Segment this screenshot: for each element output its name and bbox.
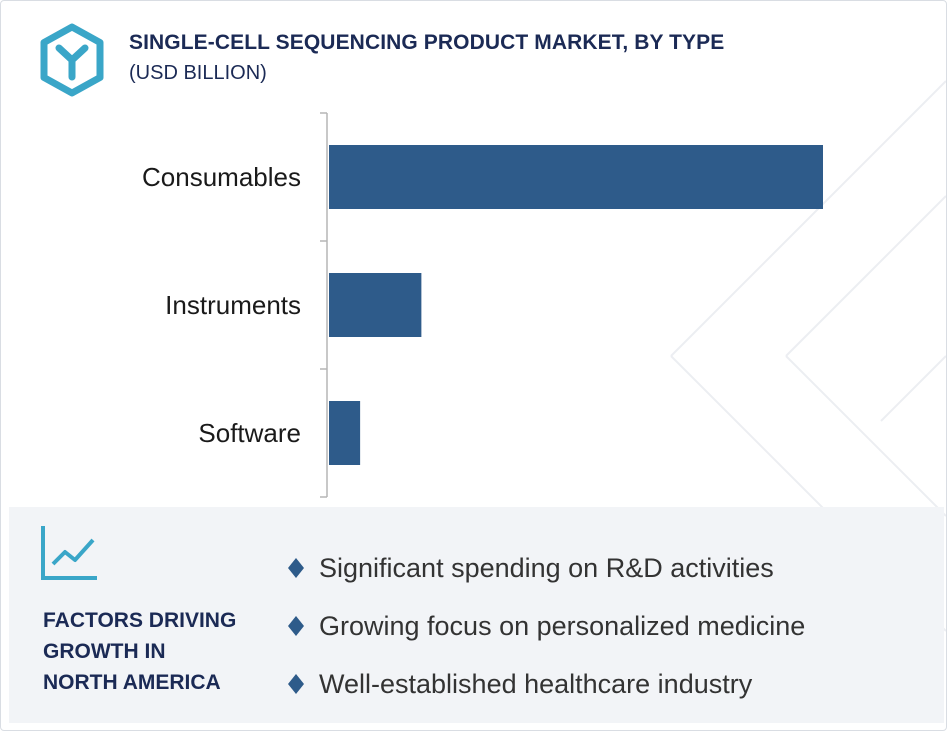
category-label-consumables: Consumables [142,162,301,192]
bar-software [329,401,361,465]
factors-heading-line: FACTORS DRIVING [43,609,237,632]
y-axis [320,112,328,498]
chart-title: SINGLE-CELL SEQUENCING PRODUCT MARKET, B… [129,31,725,54]
factors-heading-line: NORTH AMERICA [43,671,221,694]
factors-heading-line: GROWTH IN [43,640,166,663]
category-label-software: Software [198,418,301,448]
factors-heading: FACTORS DRIVING GROWTH IN NORTH AMERICA [43,605,263,698]
hexagon-y-logo-icon [40,23,104,97]
category-labels: Consumables Instruments Software [142,162,301,448]
factor-item: Growing focus on personalized medicine [287,608,805,644]
trend-line-chart-icon [41,526,97,580]
diamond-bullet-icon [288,674,304,694]
factor-item: Significant spending on R&D activities [287,550,774,586]
bar-instruments [329,273,422,337]
bars [329,145,823,465]
factors-panel [9,507,944,723]
diamond-bullet-icon [288,558,304,578]
bar-chart: Consumables Instruments Software [142,112,823,498]
bar-consumables [329,145,823,209]
diamond-bullet-icon [288,616,304,636]
category-label-instruments: Instruments [165,290,301,320]
factor-text: Growing focus on personalized medicine [319,610,806,641]
factor-text: Well-established healthcare industry [319,668,753,699]
chart-subtitle: (USD BILLION) [129,62,267,84]
factor-text: Significant spending on R&D activities [319,552,774,583]
factor-item: Well-established healthcare industry [287,666,752,702]
